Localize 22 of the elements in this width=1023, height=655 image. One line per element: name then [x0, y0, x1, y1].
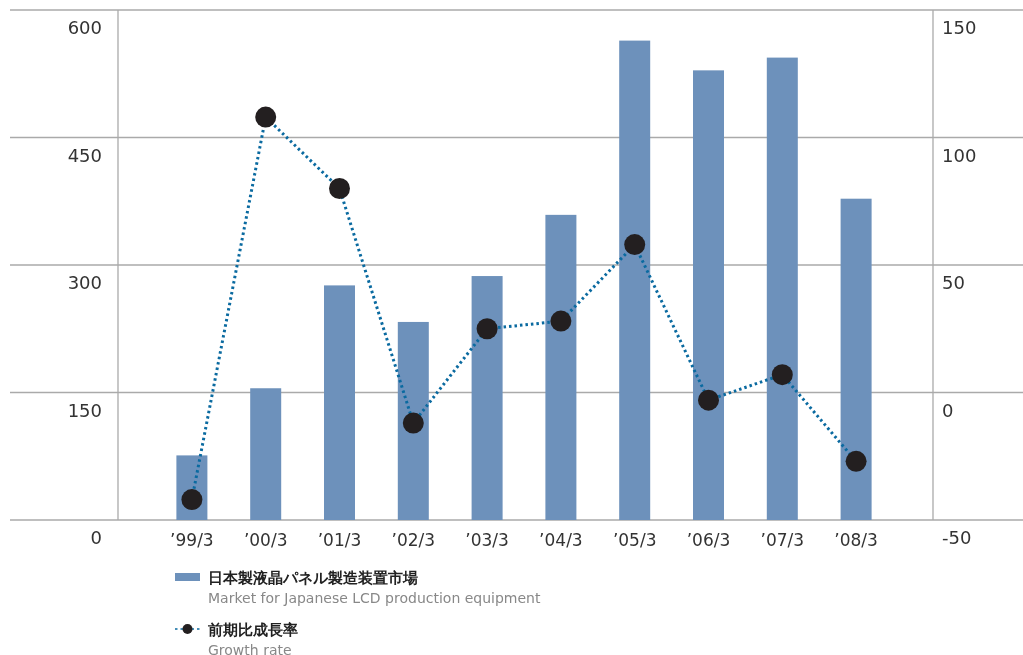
y2-tick-label: 0	[942, 399, 954, 421]
x-tick-label: ’99/3	[170, 530, 214, 550]
x-tick-label: ’04/3	[539, 530, 583, 550]
x-tick-label: ’03/3	[465, 530, 509, 550]
y-tick-label: 150	[67, 399, 102, 421]
y-tick-label: 450	[67, 144, 102, 166]
x-tick-label: ’01/3	[317, 530, 362, 550]
y-tick-label: 600	[67, 17, 102, 38]
y-tick-label: 300	[67, 272, 102, 293]
x-tick-label: ’00/3	[243, 530, 288, 550]
x-tick-label: ’02/3	[391, 530, 436, 550]
x-tick-label: ’06/3	[686, 530, 731, 550]
legend-label: 前期比成長率 Growth rate	[207, 621, 298, 655]
y2-tick-label: 50	[942, 272, 965, 293]
legend-label: 日本製液晶パネル製造装置市場 Market for Japanese LCD production equipment	[208, 569, 541, 606]
x-tick-label: ’07/3	[760, 530, 805, 550]
x-tick-label: ’05/3	[612, 530, 657, 550]
y-tick-label: 0	[90, 527, 102, 548]
y2-tick-label: 150	[942, 17, 977, 38]
x-tick-label: ’08/3	[834, 530, 878, 550]
y2-tick-label: 100	[942, 144, 977, 166]
y2-tick-label: -50	[942, 527, 972, 548]
